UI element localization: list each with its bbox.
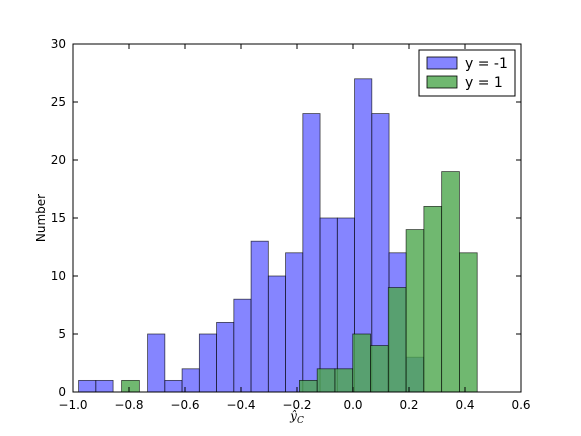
x-tick-label: 0.2	[399, 398, 418, 412]
bar-series-0-bin-4	[147, 333, 166, 393]
bar-series-1-bin-10	[299, 379, 318, 393]
bar-series-0-bin-12	[285, 252, 304, 393]
bar-series-1-bin-0	[121, 379, 140, 393]
y-tick-label: 20	[51, 153, 66, 167]
bar-series-0-bin-8	[216, 321, 235, 393]
ticks-layer: −1.0 −0.8 −0.6 −0.4 −0.2 0.0 0.2 0.4 0.6 0 5 10 15 20…	[51, 37, 531, 412]
x-tick-label: −0.4	[226, 398, 255, 412]
y-tick-label: 5	[58, 327, 66, 341]
bar-series-1-bin-16	[405, 229, 425, 393]
legend: y = -1 y = 1	[418, 49, 516, 97]
bar-series-1-bin-15	[387, 287, 407, 393]
x-tick-label: −0.8	[114, 398, 143, 412]
legend-label: y = -1	[465, 56, 508, 72]
x-tick-label: 0.0	[343, 398, 362, 412]
bar-series-0-bin-11	[267, 275, 286, 393]
bar-series-0-bin-7	[198, 333, 217, 393]
legend-swatch	[426, 56, 458, 70]
bar-series-1-bin-13	[352, 333, 371, 393]
bar-series-1-bin-17	[423, 205, 443, 393]
x-tick-label: −0.6	[170, 398, 199, 412]
y-axis-label: Number	[34, 194, 48, 242]
x-axis-label-symbol: ŷ	[289, 409, 297, 423]
bar-series-0-bin-13	[302, 113, 321, 393]
x-axis-label: ŷC	[289, 409, 304, 426]
bar-series-0-bin-15	[336, 217, 355, 393]
x-tick-label: −1.0	[58, 398, 87, 412]
bar-series-0-bin-14	[319, 217, 338, 393]
bar-series-0-bin-9	[233, 298, 252, 393]
bar-series-0-bin-1	[95, 379, 114, 393]
legend-label: y = 1	[465, 75, 503, 91]
x-tick-label: 0.4	[455, 398, 474, 412]
y-tick-label: 15	[51, 211, 66, 225]
bar-series-1-bin-11	[316, 368, 336, 393]
bar-series-0-bin-10	[250, 240, 269, 393]
y-tick-label: 25	[51, 95, 66, 109]
x-tick-label: −0.2	[282, 398, 311, 412]
bar-series-1-bin-14	[370, 345, 389, 393]
y-tick-label: 30	[51, 37, 66, 51]
y-tick-label: 0	[58, 385, 66, 399]
legend-swatch	[426, 75, 458, 89]
bar-series-0-bin-0	[78, 379, 97, 393]
bar-series-1-bin-18	[441, 171, 460, 393]
bar-series-1-bin-12	[334, 368, 354, 393]
bar-series-1-bin-19	[459, 252, 478, 393]
y-tick-label: 10	[51, 269, 66, 283]
bar-series-0-bin-5	[164, 379, 183, 393]
x-axis-label-subscript: C	[297, 416, 304, 426]
x-tick-label: 0.6	[511, 398, 530, 412]
